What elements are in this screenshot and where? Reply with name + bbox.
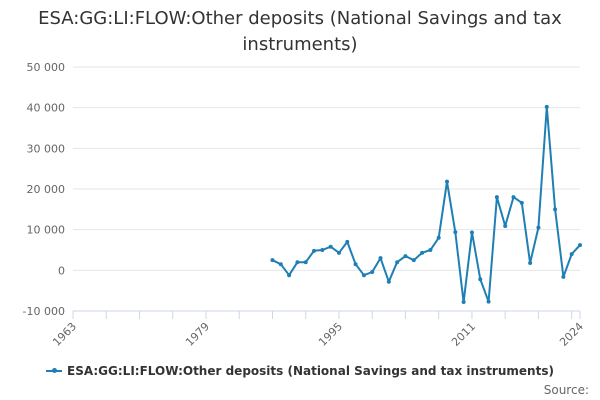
data-point[interactable] [469,230,474,235]
y-tick-label: 10 000 [27,224,66,237]
x-axis [72,310,581,319]
y-tick-label: 0 [58,264,65,277]
data-point[interactable] [278,262,283,267]
data-point[interactable] [420,250,425,255]
data-point[interactable] [395,260,400,265]
data-point[interactable] [486,299,491,304]
data-point[interactable] [403,254,408,259]
legend[interactable]: ESA:GG:LI:FLOW:Other deposits (National … [0,364,600,378]
y-tick-label: 20 000 [27,183,66,196]
series-line-path[interactable] [271,105,581,304]
data-point[interactable] [553,207,558,212]
data-point[interactable] [353,262,358,267]
series-line[interactable] [270,104,582,305]
data-point[interactable] [436,235,441,240]
credits[interactable]: Source: [543,383,589,397]
data-point[interactable] [503,224,508,229]
x-tick-label: 2024 [557,320,586,349]
data-point[interactable] [370,269,375,274]
y-axis-labels: -10 000 0 10 000 20 000 30 000 40 000 50 000 [23,61,65,318]
data-point[interactable] [295,260,300,265]
legend-label: ESA:GG:LI:FLOW:Other deposits (National … [67,364,554,378]
legend-swatch [46,368,63,373]
data-point[interactable] [312,248,317,253]
data-point[interactable] [528,261,533,266]
data-point[interactable] [328,244,333,249]
data-point[interactable] [336,250,341,255]
x-tick-label: 1963 [50,320,79,349]
x-axis-labels: 1963 1979 1995 2011 2024 [50,320,586,349]
data-point[interactable] [361,273,366,278]
data-point[interactable] [320,248,325,252]
data-point[interactable] [428,248,433,252]
data-point[interactable] [303,260,308,265]
data-point[interactable] [494,195,499,200]
data-point[interactable] [461,300,466,305]
x-tick-label: 2011 [449,320,478,349]
x-tick-label: 1995 [316,320,345,349]
data-point[interactable] [445,179,450,184]
data-point[interactable] [378,256,383,261]
data-point[interactable] [536,225,541,230]
y-tick-label: 40 000 [27,102,66,115]
y-tick-label: 50 000 [27,61,66,74]
y-tick-label: 30 000 [27,142,66,155]
data-point[interactable] [287,273,292,278]
data-point[interactable] [386,279,391,284]
y-tick-label: -10 000 [23,305,65,318]
data-point[interactable] [569,252,574,257]
grid-lines [73,66,580,312]
data-point[interactable] [411,258,416,263]
data-point[interactable] [578,243,582,248]
data-point[interactable] [270,258,275,263]
data-point[interactable] [519,200,524,205]
x-tick-label: 1979 [183,320,212,349]
data-point[interactable] [478,277,483,282]
data-point[interactable] [511,195,516,200]
chart-title: ESA:GG:LI:FLOW:Other deposits (National … [38,8,562,55]
data-point[interactable] [345,239,350,244]
data-point[interactable] [544,104,549,109]
data-point[interactable] [453,230,458,235]
data-point[interactable] [561,274,566,279]
